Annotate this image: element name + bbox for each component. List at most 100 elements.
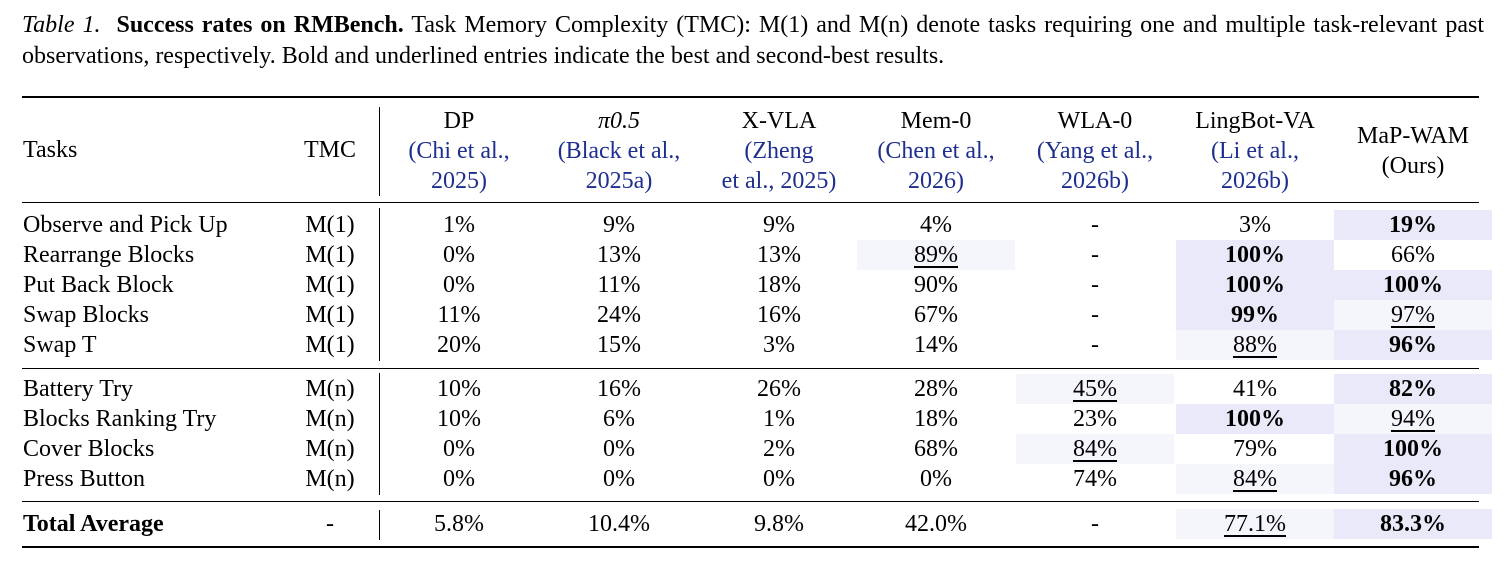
total-label: Total Average: [23, 511, 164, 537]
task-name: Observe and Pick Up: [23, 212, 228, 238]
result-value: 15%: [597, 332, 641, 358]
result-value: 24%: [597, 302, 641, 328]
result-value: 3%: [1239, 212, 1271, 238]
result-value: 0%: [443, 466, 475, 492]
result-value: -: [1091, 212, 1099, 238]
method-citation: (Chen et al.,: [877, 138, 995, 164]
cell-highlight: [1176, 270, 1334, 300]
result-value: 18%: [914, 406, 958, 432]
result-value: 0%: [603, 436, 635, 462]
result-value: 0%: [443, 436, 475, 462]
cell-highlight: [1016, 374, 1174, 404]
result-value: 88%: [1233, 332, 1277, 358]
cell-highlight: [1334, 300, 1492, 330]
method-citation: (Black et al.,: [557, 138, 681, 164]
method-name: DP: [443, 108, 475, 134]
result-value: 3%: [763, 332, 795, 358]
result-value: 13%: [757, 242, 801, 268]
result-value: 5.8%: [434, 511, 484, 537]
method-name: MaP-WAM: [1357, 123, 1469, 149]
result-value: 9.8%: [754, 511, 804, 537]
top-rule: [22, 96, 1479, 98]
task-name: Put Back Block: [23, 272, 174, 298]
result-value: 0%: [443, 272, 475, 298]
result-value: 74%: [1073, 466, 1117, 492]
result-value: 0%: [603, 466, 635, 492]
group-rule: [22, 368, 1479, 369]
method-citation: 2025a): [585, 168, 653, 194]
task-name: Battery Try: [23, 376, 134, 402]
result-value: 28%: [914, 376, 958, 402]
result-value: 90%: [914, 272, 958, 298]
cell-highlight: [1016, 434, 1174, 464]
result-value: 19%: [1389, 212, 1437, 238]
result-value: 16%: [597, 376, 641, 402]
header-tmc: TMC: [303, 137, 357, 163]
result-value: 18%: [757, 272, 801, 298]
result-value: -: [1091, 511, 1099, 537]
result-value: 23%: [1073, 406, 1117, 432]
result-value: 68%: [914, 436, 958, 462]
task-name: Cover Blocks: [23, 436, 155, 462]
result-value: 83.3%: [1380, 511, 1446, 537]
header-method: DP (Chi et al., 2025): [408, 106, 509, 196]
result-value: 79%: [1233, 436, 1277, 462]
result-value: 11%: [597, 272, 641, 298]
result-value: 84%: [1073, 436, 1117, 462]
header-method: Mem-0 (Chen et al., 2026): [877, 106, 994, 196]
result-value: 96%: [1389, 332, 1437, 358]
cell-highlight: [1334, 434, 1492, 464]
header-tasks: Tasks: [23, 137, 78, 163]
method-citation: (Chi et al.,: [408, 138, 510, 164]
cell-highlight: [1176, 330, 1334, 360]
result-value: -: [1091, 302, 1099, 328]
tmc-value: M(n): [305, 406, 355, 432]
method-citation: 2026b): [1061, 168, 1129, 194]
header-method: LingBot-VA (Li et al., 2026b): [1195, 106, 1315, 196]
result-value: 99%: [1231, 302, 1279, 328]
divider-header: [379, 107, 380, 196]
result-value: 10%: [437, 406, 481, 432]
cell-highlight: [1176, 404, 1334, 434]
method-citation: (Zheng: [744, 138, 814, 164]
method-citation: (Ours): [1381, 153, 1445, 179]
result-value: 100%: [1225, 242, 1285, 268]
result-value: 10%: [437, 376, 481, 402]
result-value: 11%: [437, 302, 481, 328]
method-name: Mem-0: [900, 108, 972, 134]
method-citation: (Li et al.,: [1211, 138, 1299, 164]
cell-highlight: [1176, 240, 1334, 270]
divider-m1: [379, 208, 380, 361]
task-name: Rearrange Blocks: [23, 242, 195, 268]
tmc-value: M(1): [305, 242, 355, 268]
divider-mn: [379, 373, 380, 495]
result-value: 0%: [443, 242, 475, 268]
result-value: 100%: [1383, 272, 1443, 298]
cell-highlight: [1334, 374, 1492, 404]
caption-title: Success rates on RMBench.: [116, 12, 404, 38]
bottom-rule: [22, 546, 1479, 548]
result-value: 100%: [1225, 406, 1285, 432]
result-value: 2%: [763, 436, 795, 462]
result-value: 9%: [763, 212, 795, 238]
cell-highlight: [1334, 330, 1492, 360]
tmc-value: M(1): [305, 302, 355, 328]
method-name: LingBot-VA: [1195, 108, 1315, 134]
result-value: -: [1091, 272, 1099, 298]
result-value: 77.1%: [1224, 511, 1286, 537]
header-method: MaP-WAM (Ours): [1357, 121, 1469, 181]
result-value: 97%: [1391, 302, 1435, 328]
cell-highlight: [1176, 300, 1334, 330]
result-value: 13%: [597, 242, 641, 268]
result-value: -: [1091, 332, 1099, 358]
cell-highlight: [1176, 509, 1334, 539]
result-value: 100%: [1225, 272, 1285, 298]
cell-highlight: [1176, 464, 1334, 494]
tmc-value: -: [326, 511, 334, 537]
result-value: 42.0%: [905, 511, 967, 537]
caption-text: Task Memory Complexity (TMC): M(1) and M…: [22, 12, 1485, 69]
method-name: π0.5: [597, 108, 641, 134]
result-value: 100%: [1383, 436, 1443, 462]
method-name: WLA-0: [1057, 108, 1133, 134]
result-value: 45%: [1073, 376, 1117, 402]
